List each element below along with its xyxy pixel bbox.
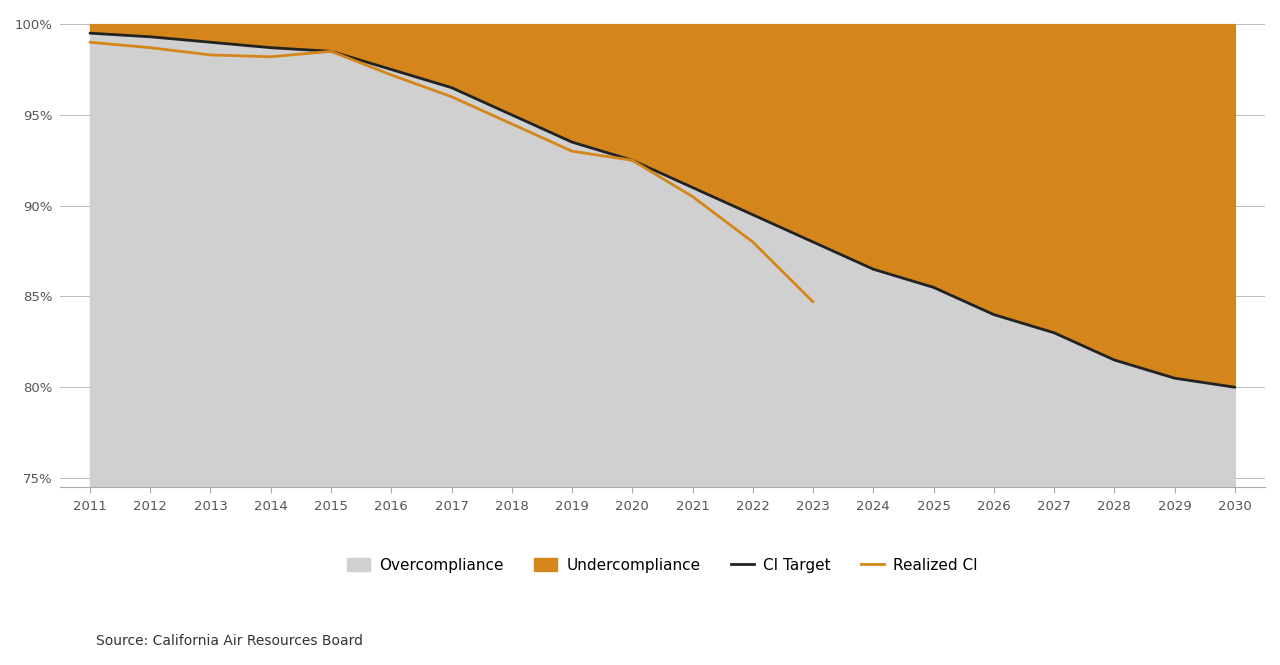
Legend: Overcompliance, Undercompliance, CI Target, Realized CI: Overcompliance, Undercompliance, CI Targ…: [340, 551, 984, 579]
Text: Source: California Air Resources Board: Source: California Air Resources Board: [96, 634, 364, 648]
